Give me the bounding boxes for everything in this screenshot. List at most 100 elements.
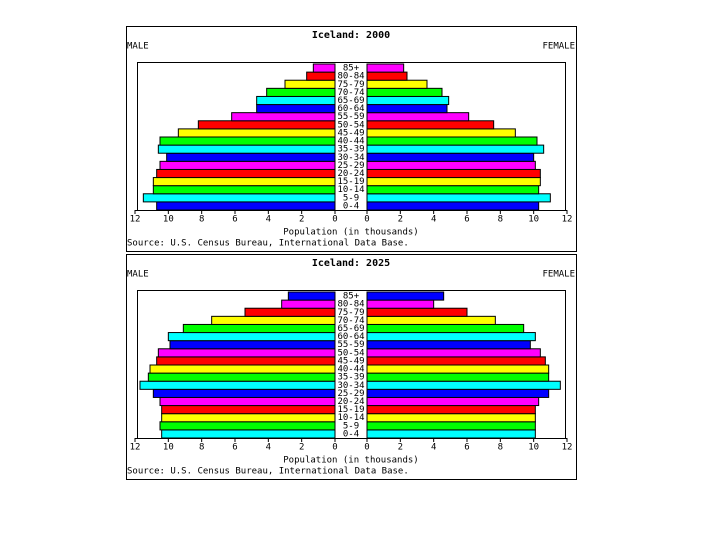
age-label: 35-39 (337, 145, 364, 155)
age-label: 60-64 (337, 104, 364, 114)
bar-male (139, 380, 336, 390)
age-label: 25-29 (337, 161, 364, 171)
bar-male (169, 340, 336, 350)
age-label: 5-9 (343, 421, 359, 431)
bar-female (366, 160, 536, 170)
bar-male (159, 160, 336, 170)
bar-female (366, 429, 536, 439)
age-label: 70-74 (337, 88, 364, 98)
bar-male (256, 95, 336, 106)
bar-female (366, 299, 435, 309)
age-label: 40-44 (337, 365, 364, 375)
bar-female (366, 128, 516, 138)
bar-male (211, 315, 336, 325)
bar-male (147, 372, 336, 382)
x-tick-label: 6 (464, 443, 469, 453)
x-tick-label: 12 (562, 215, 573, 225)
age-label: 45-49 (337, 128, 364, 138)
bar-male (157, 348, 336, 358)
age-label: 15-19 (337, 405, 364, 415)
bar-male (159, 421, 336, 431)
bar-female (366, 315, 496, 325)
bar-female (366, 291, 445, 301)
x-tick-label: 0 (332, 443, 337, 453)
bar-female (366, 340, 531, 350)
bar-male (156, 356, 336, 366)
bar-male (156, 168, 336, 179)
bar-male (266, 87, 336, 97)
x-tick-label: 4 (431, 215, 436, 225)
bar-female (366, 413, 536, 423)
x-tick-label: 2 (299, 443, 304, 453)
age-label: 20-24 (337, 397, 364, 407)
bar-male (161, 413, 336, 423)
bar-female (366, 168, 541, 179)
bar-male (312, 63, 336, 73)
x-tick-label: 8 (199, 443, 204, 453)
age-label: 50-54 (337, 120, 364, 130)
chart-title: Iceland: 2025 (312, 258, 390, 269)
age-label: 20-24 (337, 169, 364, 179)
bar-female (366, 177, 541, 187)
legend-male: MALE (127, 270, 149, 280)
bar-female (366, 63, 405, 73)
x-tick-label: 2 (398, 443, 403, 453)
bar-female (366, 348, 541, 358)
bar-male (152, 388, 336, 398)
x-axis-label: Population (in thousands) (283, 228, 418, 238)
x-tick-label: 4 (266, 443, 271, 453)
bar-female (366, 79, 428, 89)
age-label: 25-29 (337, 389, 364, 399)
legend-female: FEMALE (542, 42, 575, 52)
bar-male (287, 291, 336, 301)
bar-male (161, 405, 336, 415)
bar-female (366, 332, 536, 342)
age-label: 65-69 (337, 324, 364, 334)
age-label: 60-64 (337, 332, 364, 342)
x-tick-label: 12 (130, 215, 141, 225)
x-tick-label: 2 (398, 215, 403, 225)
x-tick-label: 2 (299, 215, 304, 225)
x-tick-label: 4 (431, 443, 436, 453)
age-label: 85+ (343, 64, 360, 74)
source: Source: U.S. Census Bureau, Internationa… (127, 467, 409, 477)
age-label: 10-14 (337, 413, 364, 423)
legend-male: MALE (127, 42, 149, 52)
bar-female (366, 201, 540, 211)
bar-male (281, 299, 336, 309)
x-tick-label: 0 (364, 443, 369, 453)
bar-female (366, 112, 470, 122)
age-label: 75-79 (337, 80, 364, 90)
bar-male (152, 185, 336, 195)
bar-male (159, 136, 336, 146)
age-label: 70-74 (337, 316, 364, 326)
x-tick-label: 10 (163, 443, 174, 453)
bar-male (157, 144, 336, 154)
age-label: 35-39 (337, 373, 364, 383)
age-label: 30-34 (337, 381, 364, 391)
x-tick-label: 8 (498, 443, 503, 453)
age-label: 45-49 (337, 356, 364, 366)
bar-male (156, 201, 336, 211)
bar-female (366, 323, 525, 334)
bar-female (366, 405, 536, 415)
bar-male (142, 193, 336, 203)
chart-title: Iceland: 2000 (312, 30, 390, 41)
age-label: 75-79 (337, 308, 364, 318)
bar-male (152, 177, 336, 187)
x-tick-label: 6 (232, 215, 237, 225)
legend-female: FEMALE (542, 270, 575, 280)
x-tick-label: 0 (332, 215, 337, 225)
bar-male (197, 120, 336, 130)
x-tick-label: 10 (163, 215, 174, 225)
x-tick-label: 10 (528, 215, 539, 225)
age-label: 50-54 (337, 348, 364, 358)
age-label: 40-44 (337, 137, 364, 147)
bar-male (182, 323, 336, 334)
x-tick-label: 6 (232, 443, 237, 453)
bar-female (366, 380, 561, 390)
bar-male (166, 152, 336, 162)
plot-frame (137, 62, 566, 211)
bar-female (366, 120, 495, 130)
bar-male (159, 396, 336, 407)
